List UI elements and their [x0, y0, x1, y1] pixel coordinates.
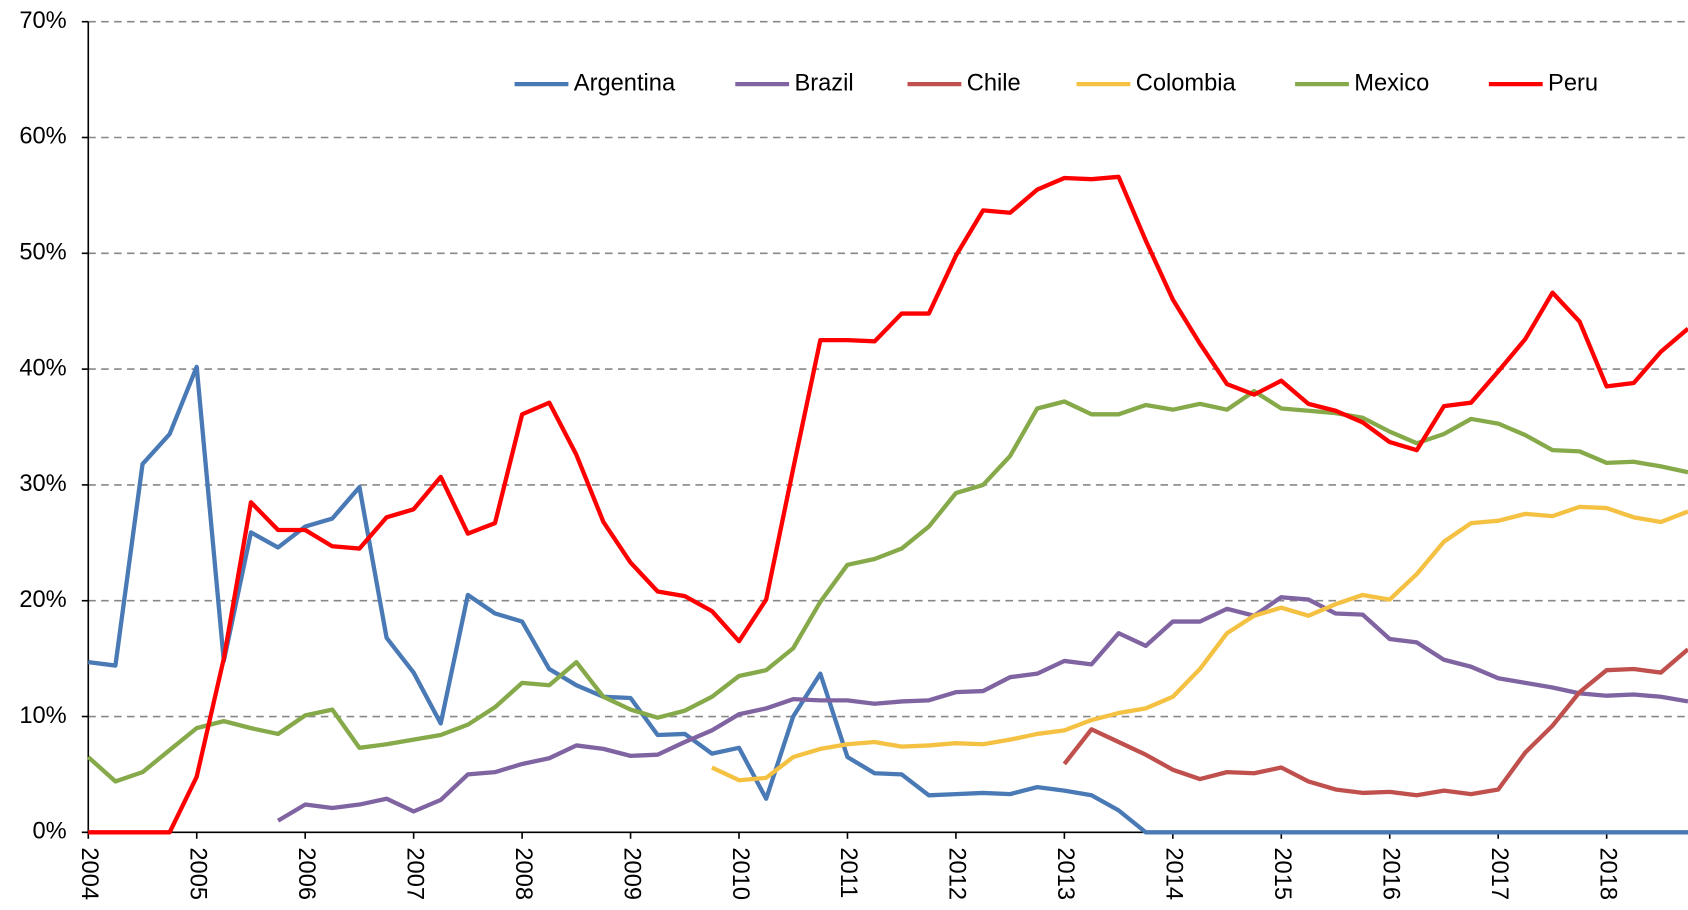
y-tick-label: 70% — [19, 8, 66, 34]
legend-label: Chile — [967, 70, 1021, 96]
series-line — [276, 595, 1688, 823]
x-tick-label: 2018 — [1594, 847, 1620, 900]
x-tick-label: 2011 — [835, 847, 861, 898]
series-line — [88, 174, 1688, 835]
y-tick-label: 20% — [19, 587, 66, 613]
y-tick-label: 60% — [19, 124, 66, 150]
x-tick-label: 2009 — [618, 847, 644, 900]
x-tick-label: 2013 — [1052, 847, 1078, 900]
y-tick-label: 0% — [33, 819, 67, 845]
series-line — [710, 504, 1688, 783]
x-tick-label: 2005 — [184, 847, 210, 900]
y-tick-label: 40% — [19, 355, 66, 381]
x-tick-label: 2007 — [401, 847, 427, 900]
x-tick-label: 2008 — [510, 847, 536, 900]
x-tick-label: 2017 — [1486, 847, 1512, 900]
series-line — [86, 389, 1688, 784]
x-tick-label: 2014 — [1161, 847, 1187, 900]
x-tick-label: 2010 — [727, 847, 753, 900]
legend-label: Brazil — [794, 70, 853, 96]
series-line — [1062, 647, 1688, 798]
x-tick-label: 2006 — [293, 847, 319, 900]
x-tick-label: 2015 — [1269, 847, 1295, 900]
legend-label: Mexico — [1354, 70, 1429, 96]
series-line — [88, 364, 1688, 835]
x-tick-label: 2004 — [76, 847, 102, 900]
legend-label: Argentina — [574, 70, 676, 96]
legend-label: Peru — [1548, 70, 1598, 96]
x-tick-label: 2016 — [1377, 847, 1403, 900]
y-tick-label: 30% — [19, 471, 66, 497]
y-tick-label: 10% — [19, 703, 66, 729]
y-tick-label: 50% — [19, 240, 66, 266]
x-tick-label: 2012 — [944, 847, 970, 900]
legend-label: Colombia — [1136, 70, 1237, 96]
